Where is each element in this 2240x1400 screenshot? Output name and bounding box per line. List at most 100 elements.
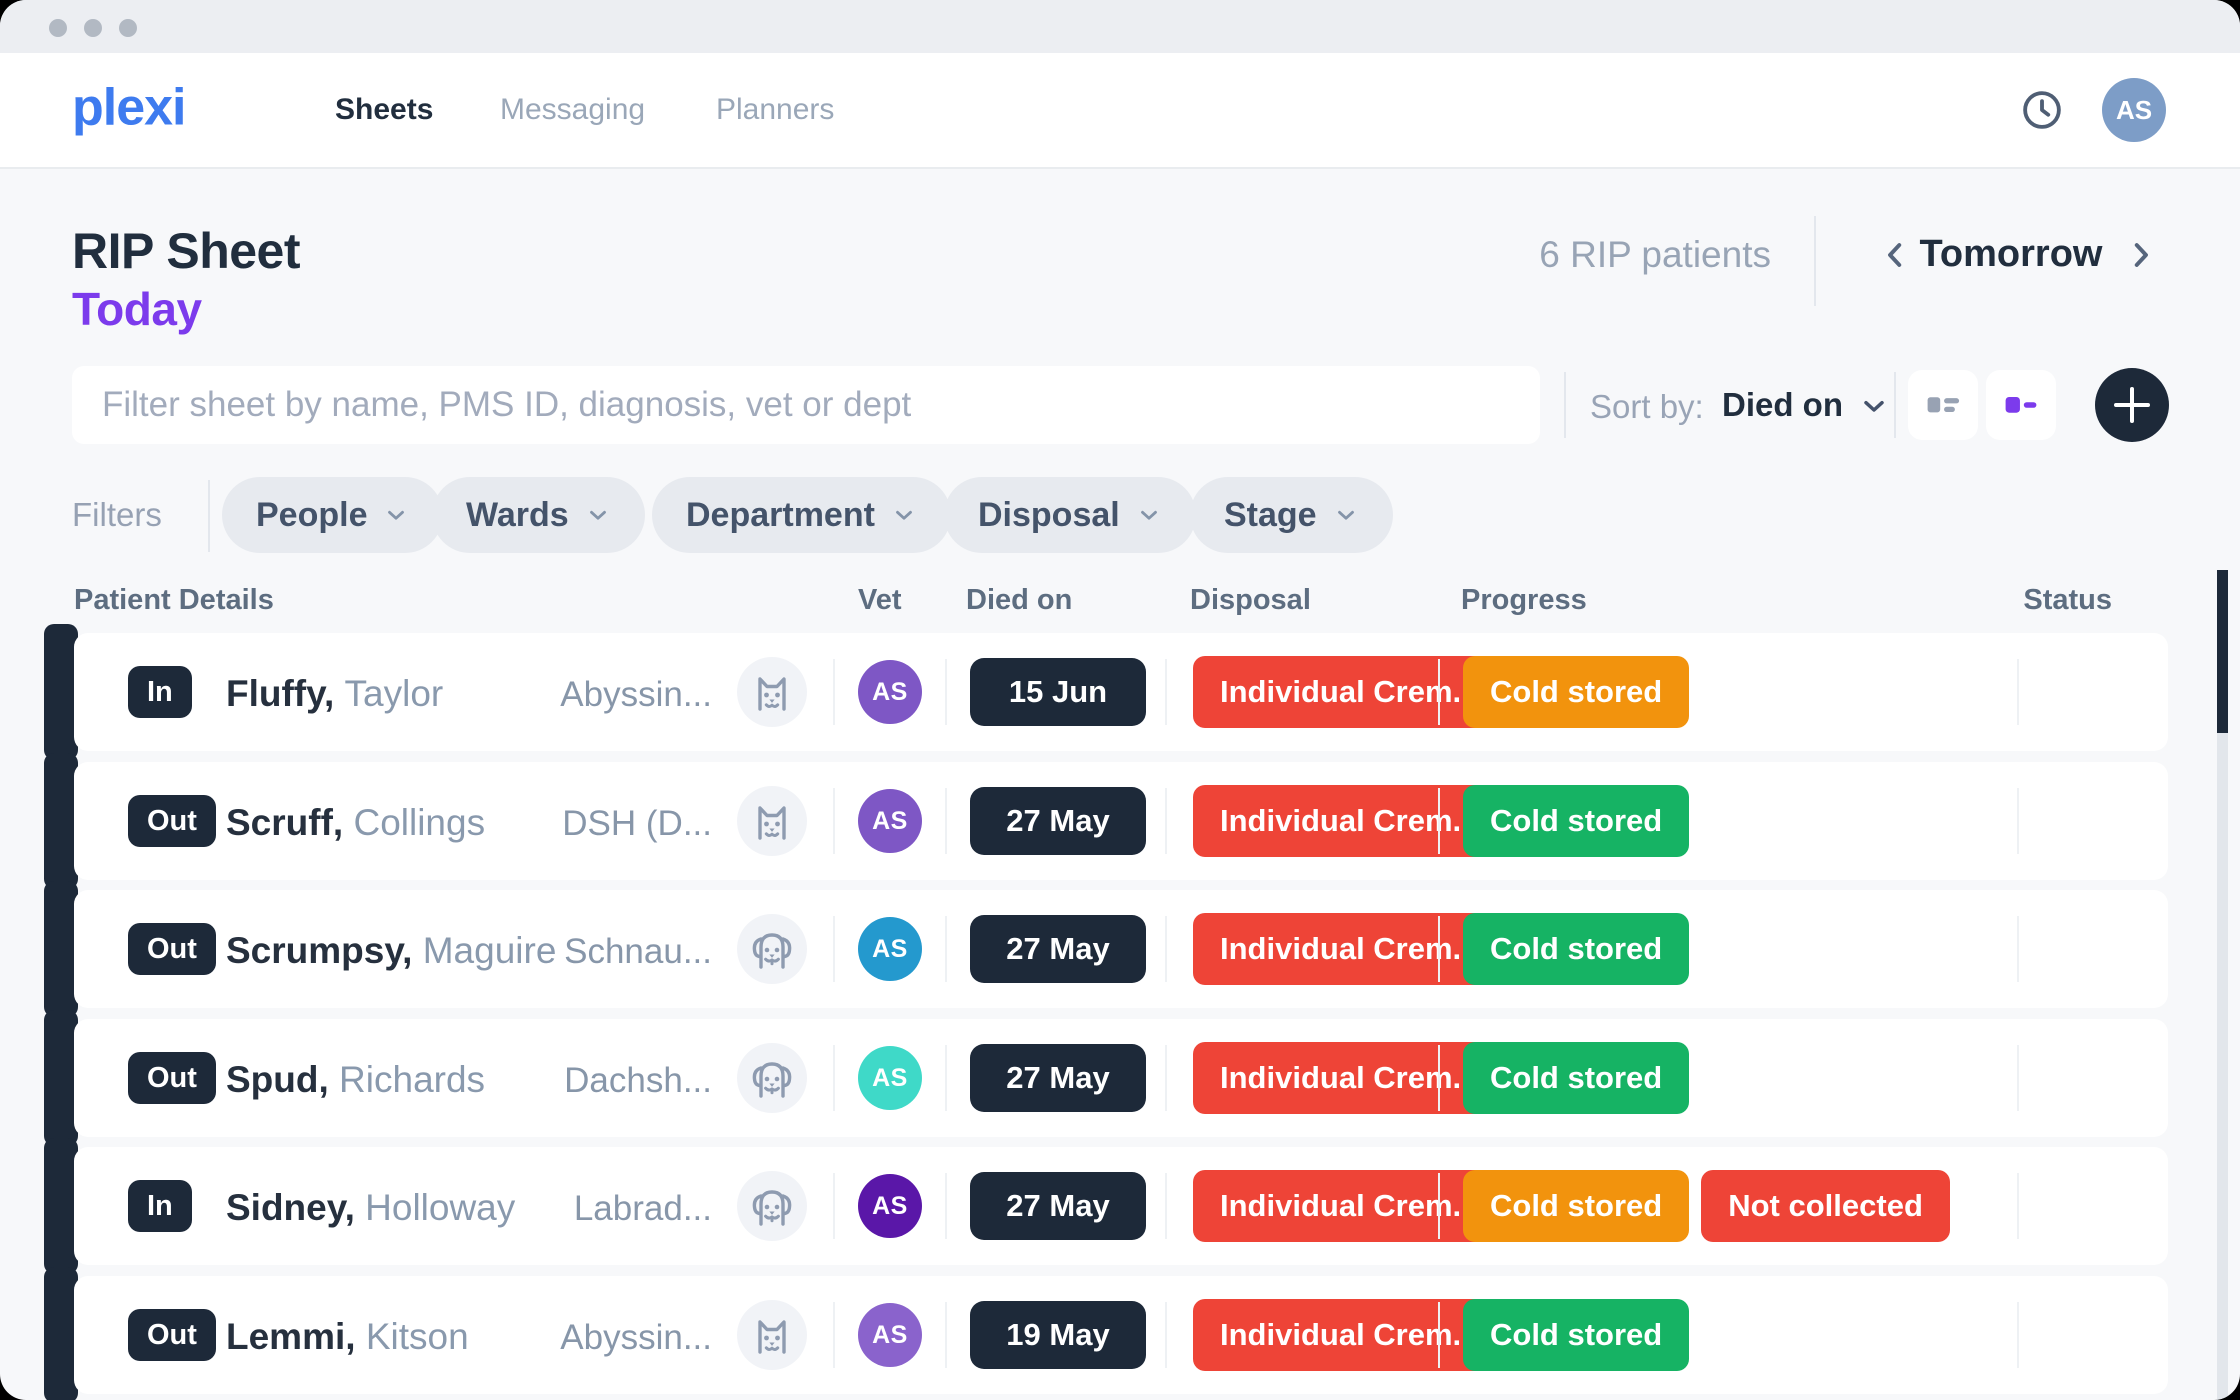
died-on-chip[interactable]: 27 May (970, 915, 1146, 983)
day-nav-tomorrow[interactable]: Tomorrow (1919, 233, 2103, 275)
patient-name: Fluffy, Taylor (226, 673, 444, 714)
patient-row-card[interactable]: Out Scruff, Collings DSH (D... AS 27 May… (74, 762, 2168, 880)
patient-row: Out Spud, Richards Dachsh... AS 27 May I… (0, 1010, 2240, 1146)
filter-pill-disposal[interactable]: Disposal (944, 477, 1196, 553)
disposal-chip[interactable]: Individual Crem. (1193, 1170, 1489, 1242)
cat-icon (737, 657, 807, 727)
row-accent-tab (44, 1010, 78, 1146)
vet-avatar: AS (858, 1046, 922, 1110)
progress-chip[interactable]: Cold stored (1463, 656, 1690, 728)
filter-pill-people[interactable]: People (222, 477, 444, 553)
progress-chip[interactable]: Cold stored (1463, 785, 1690, 857)
vet-avatar: AS (858, 789, 922, 853)
patient-row-card[interactable]: In Fluffy, Taylor Abyssin... AS 15 Jun I… (74, 633, 2168, 751)
progress-group: Cold stored (1463, 890, 1690, 1008)
disposal-chip[interactable]: Individual Crem. (1193, 1042, 1489, 1114)
header-divider (1814, 216, 1816, 306)
scrollbar-thumb[interactable] (2217, 570, 2228, 733)
column-header-progress: Progress (1461, 584, 1587, 616)
progress-chip[interactable]: Cold stored (1463, 913, 1690, 985)
column-header-disposal: Disposal (1190, 584, 1311, 616)
died-on-chip[interactable]: 27 May (970, 787, 1146, 855)
add-patient-button[interactable] (2095, 368, 2169, 442)
patient-row: Out Lemmi, Kitson Abyssin... AS 19 May I… (0, 1267, 2240, 1400)
disposal-chip[interactable]: Individual Crem. (1193, 656, 1489, 728)
row-accent-tab (44, 753, 78, 889)
filter-pill-department[interactable]: Department (652, 477, 951, 553)
disposal-chip[interactable]: Individual Crem. (1193, 785, 1489, 857)
progress-chip[interactable]: Not collected (1701, 1170, 1950, 1242)
list-detail-icon (1927, 397, 1960, 413)
patient-row: Out Scruff, Collings DSH (D... AS 27 May… (0, 753, 2240, 889)
filter-pill-stage[interactable]: Stage (1190, 477, 1393, 553)
cat-icon (737, 786, 807, 856)
row-accent-tab (44, 624, 78, 760)
toolbar-divider (1564, 372, 1566, 438)
progress-group: Cold stored Not collected (1463, 1147, 1950, 1265)
patient-row-card[interactable]: In Sidney, Holloway Labrad... AS 27 May … (74, 1147, 2168, 1265)
window-control-dot[interactable] (84, 19, 102, 37)
patient-row: In Sidney, Holloway Labrad... AS 27 May … (0, 1138, 2240, 1274)
nav-tab-sheets[interactable]: Sheets (335, 93, 434, 126)
vet-avatar: AS (858, 1303, 922, 1367)
chevron-down-icon[interactable] (1858, 390, 1890, 422)
nav-tab-planners[interactable]: Planners (716, 93, 835, 126)
breed-label: DSH (D... (562, 804, 712, 843)
sort-by-dropdown[interactable]: Died on (1722, 386, 1843, 423)
list-compact-icon (2005, 396, 2037, 413)
progress-group: Cold stored (1463, 633, 1690, 751)
window-titlebar (0, 0, 2240, 53)
disposal-chip[interactable]: Individual Crem. (1193, 1299, 1489, 1371)
toolbar-divider (1894, 372, 1896, 438)
dog-icon (737, 914, 807, 984)
patient-count: 6 RIP patients (1539, 234, 1771, 275)
patient-name: Scruff, Collings (226, 802, 486, 843)
column-header-vet: Vet (858, 584, 902, 616)
patient-row-card[interactable]: Out Lemmi, Kitson Abyssin... AS 19 May I… (74, 1276, 2168, 1394)
progress-group: Cold stored (1463, 1276, 1690, 1394)
filter-pill-wards[interactable]: Wards (432, 477, 645, 553)
patient-name: Sidney, Holloway (226, 1187, 516, 1228)
location-badge: Out (128, 923, 216, 975)
filters-divider (208, 480, 210, 552)
nav-tab-messaging[interactable]: Messaging (500, 93, 646, 126)
breed-label: Abyssin... (560, 1318, 712, 1357)
patient-row: Out Scrumpsy, Maguire Schnau... AS 27 Ma… (0, 881, 2240, 1017)
breed-label: Schnau... (564, 932, 712, 971)
chevron-down-icon (585, 502, 611, 528)
sort-by-label: Sort by: (1590, 388, 1704, 425)
chevron-right-icon[interactable] (2124, 238, 2158, 272)
row-accent-tab (44, 1267, 78, 1400)
patient-name: Spud, Richards (226, 1059, 486, 1100)
patient-name: Lemmi, Kitson (226, 1316, 469, 1357)
user-avatar[interactable]: AS (2102, 78, 2166, 142)
progress-chip[interactable]: Cold stored (1463, 1299, 1690, 1371)
died-on-chip[interactable]: 27 May (970, 1044, 1146, 1112)
view-toggle-compact[interactable] (1986, 370, 2056, 440)
died-on-chip[interactable]: 19 May (970, 1301, 1146, 1369)
died-on-chip[interactable]: 27 May (970, 1172, 1146, 1240)
window-control-dot[interactable] (49, 19, 67, 37)
window-control-dot[interactable] (119, 19, 137, 37)
location-badge: Out (128, 1052, 216, 1104)
chevron-left-icon[interactable] (1878, 238, 1912, 272)
vet-avatar: AS (858, 917, 922, 981)
search-input[interactable] (72, 366, 1540, 444)
breed-label: Dachsh... (564, 1061, 712, 1100)
scrollbar-track[interactable] (2217, 570, 2228, 1400)
vet-avatar: AS (858, 660, 922, 724)
column-header-died-on: Died on (966, 584, 1073, 616)
view-toggle-detailed[interactable] (1908, 370, 1978, 440)
disposal-chip[interactable]: Individual Crem. (1193, 913, 1489, 985)
patient-row-card[interactable]: Out Spud, Richards Dachsh... AS 27 May I… (74, 1019, 2168, 1137)
column-header-patient-details: Patient Details (74, 584, 274, 616)
patient-row-card[interactable]: Out Scrumpsy, Maguire Schnau... AS 27 Ma… (74, 890, 2168, 1008)
died-on-chip[interactable]: 15 Jun (970, 658, 1146, 726)
page-subtitle: Today (72, 283, 202, 335)
progress-chip[interactable]: Cold stored (1463, 1170, 1690, 1242)
app-logo[interactable]: plexi (72, 78, 186, 137)
progress-chip[interactable]: Cold stored (1463, 1042, 1690, 1114)
history-clock-icon[interactable] (2020, 88, 2064, 132)
location-badge: In (128, 666, 192, 718)
